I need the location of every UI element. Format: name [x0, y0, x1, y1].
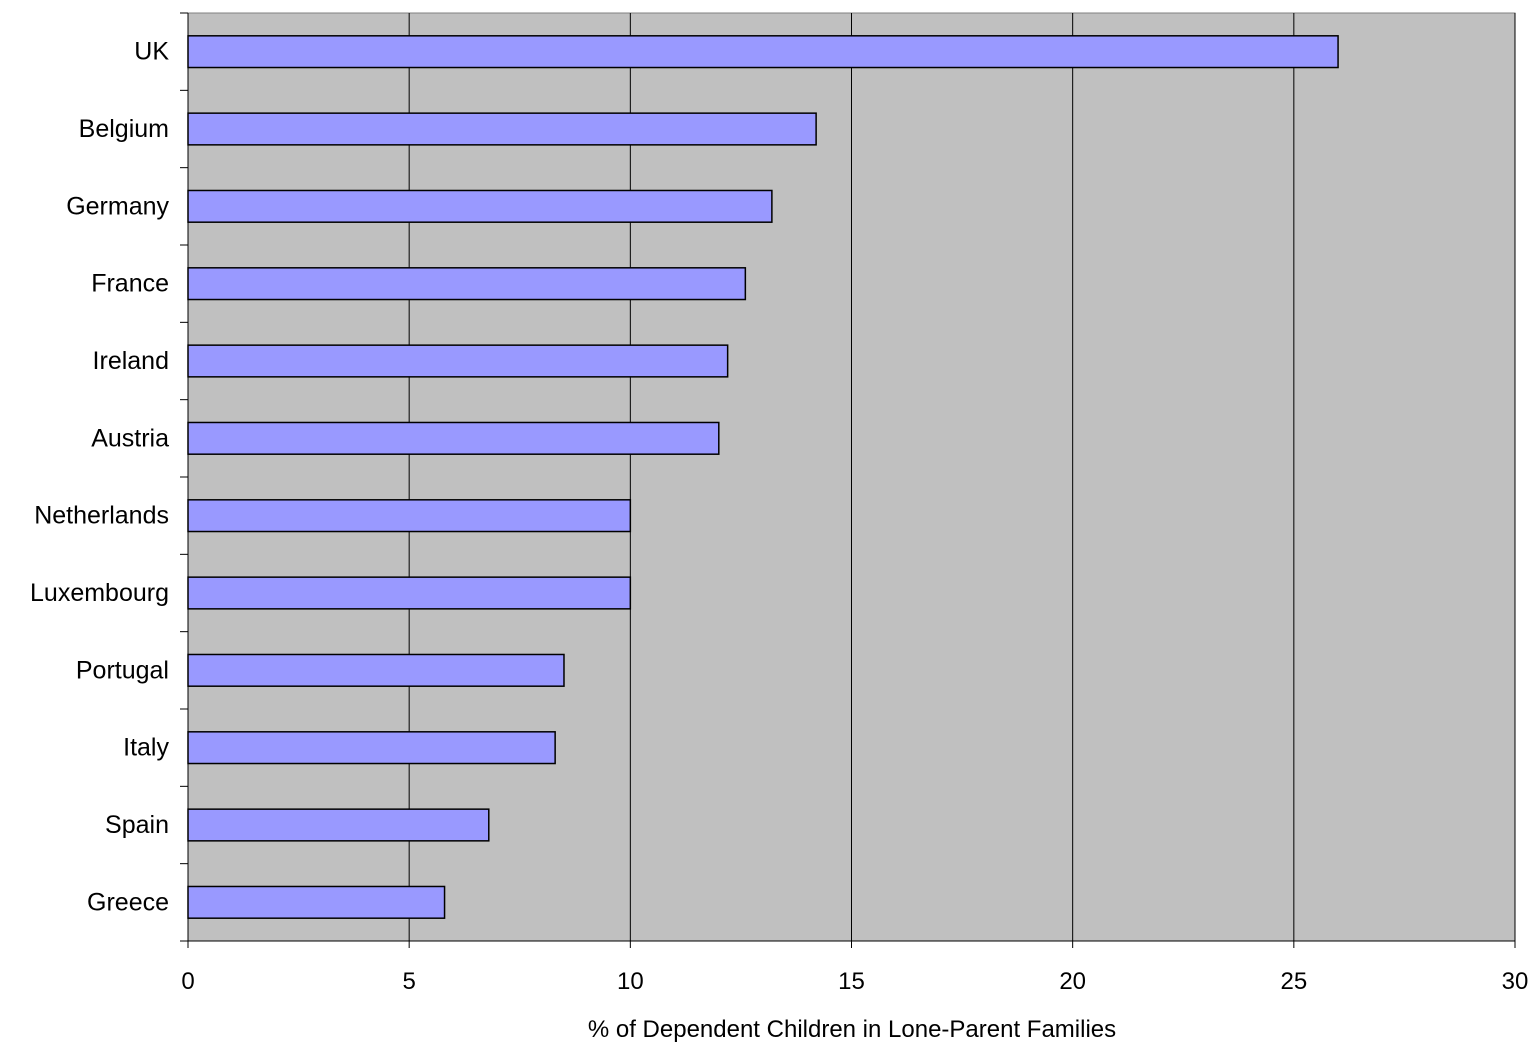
bar: [187, 267, 747, 301]
category-label: Italy: [123, 734, 169, 762]
category-label: France: [91, 270, 169, 298]
category-label: UK: [134, 38, 169, 66]
category-label: Luxembourg: [30, 579, 169, 607]
category-label: Netherlands: [34, 502, 169, 530]
bar: [187, 499, 632, 533]
gridlines: [408, 13, 1516, 941]
bar: [187, 112, 817, 146]
category-label: Ireland: [93, 347, 169, 375]
category-labels: UK Belgium Germany France Ireland Austria Neth…: [30, 38, 169, 917]
category-label: Belgium: [79, 115, 169, 143]
category-label: Greece: [87, 888, 169, 916]
bar: [187, 731, 556, 765]
bars: [187, 35, 1339, 919]
bar: [187, 808, 490, 842]
bar: [187, 885, 446, 919]
x-tick-label: 5: [402, 968, 415, 995]
x-tick-label: 25: [1280, 968, 1307, 995]
bar: [187, 576, 632, 610]
x-tick-label: 15: [838, 968, 865, 995]
x-tick-label: 20: [1059, 968, 1086, 995]
category-label: Portugal: [76, 656, 169, 684]
bar: [187, 35, 1339, 69]
axes: [180, 12, 1516, 948]
bar: [187, 344, 729, 378]
category-label: Spain: [105, 811, 169, 839]
bar: [187, 421, 720, 455]
bar: [187, 653, 565, 687]
x-axis-title: % of Dependent Children in Lone-Parent F…: [588, 1016, 1116, 1043]
x-tick-label: 30: [1502, 968, 1529, 995]
x-tick-labels: 0 5 10 15 20 25 30: [181, 968, 1528, 995]
category-label: Germany: [66, 192, 169, 220]
category-label: Austria: [91, 424, 169, 452]
x-tick-label: 0: [181, 968, 194, 995]
bar: [187, 189, 773, 223]
x-tick-label: 10: [617, 968, 644, 995]
